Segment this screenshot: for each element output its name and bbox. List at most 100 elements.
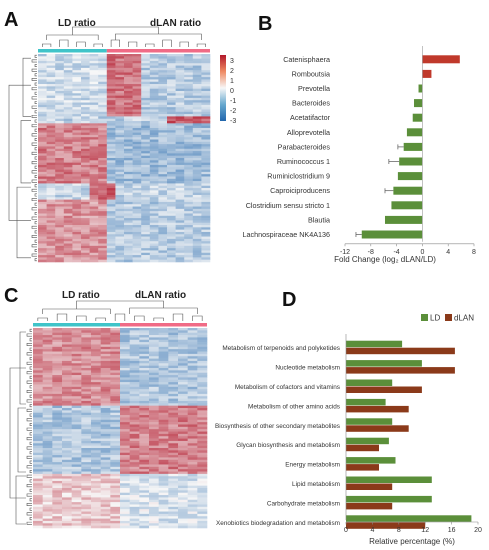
heatmap-cell xyxy=(201,252,211,256)
heatmap-cell xyxy=(106,127,116,131)
heatmap-cell xyxy=(62,485,72,489)
heatmap-cell xyxy=(187,386,198,390)
heatmap-cell xyxy=(192,137,202,140)
heatmap-cell xyxy=(187,471,198,475)
heatmap-cell xyxy=(110,518,121,522)
heatmap-cell xyxy=(168,405,179,409)
heatmap-cell xyxy=(201,114,211,117)
heatmap-cell xyxy=(149,400,159,404)
heatmap-cell xyxy=(46,229,56,233)
heatmap-cell xyxy=(192,238,202,242)
heatmap-cell xyxy=(81,478,92,482)
heatmap-cell xyxy=(100,518,111,522)
heatmap-cell xyxy=(139,417,150,421)
heatmap-cell xyxy=(149,102,159,106)
heatmap-cell xyxy=(71,408,82,411)
heatmap-cell xyxy=(168,375,179,378)
heatmap-cell xyxy=(81,459,92,463)
heatmap-cell xyxy=(52,405,63,409)
heatmap-cell xyxy=(46,162,56,166)
heatmap-cell xyxy=(197,476,208,479)
heatmap-cell xyxy=(89,169,99,173)
heatmap-cell xyxy=(192,144,202,147)
heatmap-cell xyxy=(184,88,194,92)
heatmap-cell xyxy=(110,499,121,503)
heatmap-cell xyxy=(72,231,82,235)
heatmap-cell xyxy=(110,353,121,357)
heatmap-cell xyxy=(91,356,101,359)
heatmap-cell xyxy=(158,431,169,435)
heatmap-cell xyxy=(46,104,56,108)
heatmap-cell xyxy=(132,123,142,126)
heatmap-cell xyxy=(167,222,176,226)
heatmap-cell xyxy=(42,462,53,465)
heatmap-cell xyxy=(81,241,90,244)
heatmap-cell xyxy=(72,63,82,66)
heatmap-cell xyxy=(175,234,185,237)
heatmap-cell xyxy=(38,188,47,191)
heatmap-cell xyxy=(187,499,198,503)
heatmap-cell xyxy=(63,199,73,203)
heatmap-cell xyxy=(46,250,56,254)
heatmap-cell xyxy=(158,353,169,357)
heatmap-cell xyxy=(91,516,101,519)
heatmap-cell xyxy=(141,95,151,99)
heatmap-cell xyxy=(42,382,53,385)
heatmap-cell xyxy=(38,257,47,260)
heatmap-cell xyxy=(129,398,140,402)
heatmap-cell xyxy=(158,123,168,126)
heatmap-cell xyxy=(201,155,211,159)
heatmap-cell xyxy=(149,391,159,395)
heatmap-cell xyxy=(100,412,111,416)
heatmap-cell xyxy=(100,462,111,465)
heatmap-cell xyxy=(89,93,99,96)
heatmap-cell xyxy=(81,360,92,364)
heatmap-cell xyxy=(115,192,125,196)
heatmap-cell xyxy=(106,238,116,242)
heatmap-cell xyxy=(115,123,125,126)
heatmap-cell xyxy=(110,488,121,491)
heatmap-cell xyxy=(149,436,159,439)
heatmap-cell xyxy=(33,473,43,477)
chart-b-category-label: Bacteroides xyxy=(292,99,330,108)
heatmap-cell xyxy=(129,426,140,430)
heatmap-cell xyxy=(184,211,194,214)
heatmap-cell xyxy=(158,438,169,442)
heatmap-cell xyxy=(197,516,208,519)
heatmap-cell xyxy=(38,169,47,173)
chart-b-x-axis: -12 -8 -4 0 4 8 xyxy=(340,46,476,256)
heatmap-cell xyxy=(197,488,208,491)
heatmap-cell xyxy=(106,248,116,251)
heatmap-cell xyxy=(33,422,43,425)
heatmap-cell xyxy=(110,335,121,338)
heatmap-cell xyxy=(46,153,56,156)
heatmap-cell xyxy=(63,167,73,170)
heatmap-cell xyxy=(38,144,47,147)
heatmap-cell xyxy=(98,123,108,126)
chart-d-category-label: Metabolism of other amino acids xyxy=(248,403,340,410)
heatmap-cell xyxy=(167,245,176,249)
heatmap-cell xyxy=(46,238,56,242)
heatmap-cell xyxy=(120,502,130,505)
heatmap-cell xyxy=(129,520,140,524)
heatmap-cell xyxy=(129,495,140,498)
heatmap-cell xyxy=(81,201,90,205)
heatmap-cell xyxy=(115,148,125,152)
heatmap-cell xyxy=(168,488,179,491)
heatmap-cell xyxy=(115,93,125,96)
heatmap-cell xyxy=(192,58,202,62)
heatmap-cell xyxy=(187,360,198,364)
heatmap-cell xyxy=(139,426,150,430)
chart-b-tick-label: 4 xyxy=(446,249,450,256)
heatmap-cell xyxy=(158,426,169,430)
heatmap-cell xyxy=(63,192,73,196)
heatmap-cell xyxy=(167,137,176,140)
heatmap-cell xyxy=(149,213,159,217)
heatmap-cell xyxy=(184,144,194,147)
heatmap-cell xyxy=(178,419,188,423)
heatmap-cell xyxy=(149,422,159,425)
heatmap-cell xyxy=(129,473,140,477)
heatmap-cell xyxy=(139,344,150,348)
heatmap-cell xyxy=(98,238,108,242)
heatmap-cell xyxy=(187,337,198,341)
